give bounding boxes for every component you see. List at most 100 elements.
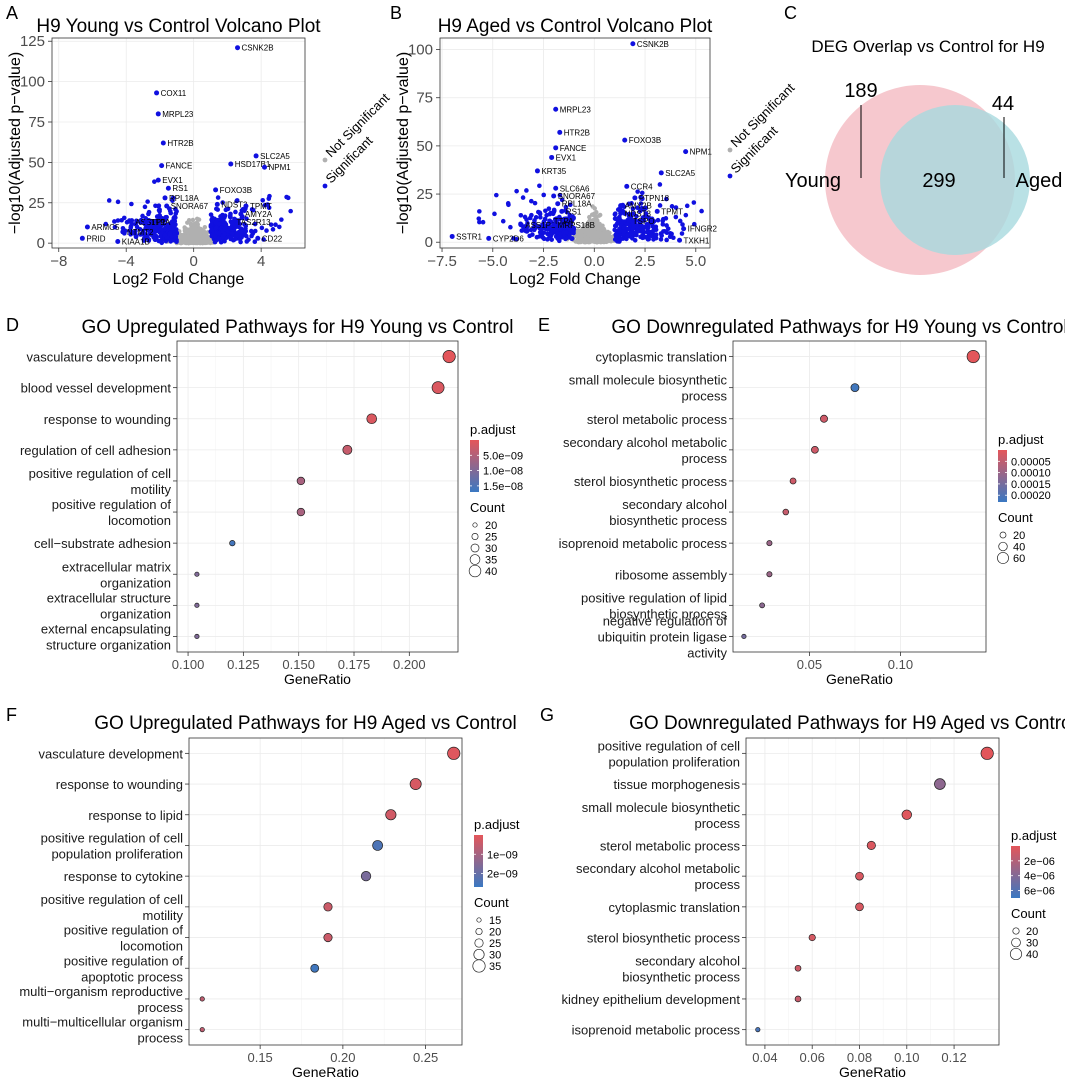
not-significant-point [601,239,607,245]
x-tick-label: −2.5 [529,253,559,270]
dot [296,476,306,486]
significant-point [655,217,661,223]
not-significant-point [596,213,602,218]
x-tick-label: 0.15 [247,1050,272,1065]
significant-point [664,237,669,243]
significant-point [155,224,160,229]
dot [855,871,864,881]
y-tick-label: 75 [416,90,433,107]
significant-point [115,218,121,223]
significant-point [238,227,244,233]
significant-point [677,218,683,224]
dots [755,746,994,1033]
significant-point [639,223,644,229]
significant-point [559,197,565,203]
venn-count-aged-only: 44 [992,93,1014,115]
x-tick-label: 0.25 [413,1050,438,1065]
significant-point [545,237,550,242]
significant-point [621,224,627,230]
x-tick-label: 0.12 [941,1050,966,1065]
x-tick-label: 2.5 [635,253,656,270]
color-legend-title: p.adjust [474,817,520,832]
significant-point [222,226,228,231]
significant-point [644,213,649,219]
significant-point [154,214,160,219]
not-significant-point [186,239,191,244]
dot [296,507,306,517]
venn-set-label: Young [785,170,841,192]
significant-point [683,212,689,218]
significant-point [492,211,497,217]
category-label: population proliferation [51,846,183,861]
chart-title: GO Upregulated Pathways for H9 Young vs … [82,317,514,338]
significant-point [638,201,644,206]
category-label: process [681,389,727,404]
gene-point [79,235,85,241]
x-tick-label: 0.04 [752,1050,777,1065]
gene-point [155,111,161,117]
category-label: sterol metabolic process [600,838,741,853]
significant-point [145,199,150,204]
gene-label: FOXO3B [220,186,252,195]
significant-point [522,224,528,229]
significant-point [288,208,293,214]
significant-point [216,221,222,226]
category-label: organization [100,575,171,590]
dot [360,871,372,882]
color-bar-label: 0.00005 [1011,456,1051,468]
significant-point [529,212,534,218]
dot [766,571,773,578]
plot-frame [439,37,711,249]
size-key [470,543,480,553]
size-key [998,541,1008,552]
not-significant-point [592,206,597,211]
gene-point [632,195,638,201]
significant-point [556,234,561,240]
size-label: 20 [1013,530,1025,542]
significant-point [539,233,545,239]
significant-point [641,207,646,212]
dot [310,963,320,973]
dot [372,840,383,851]
category-label: positive regulation of cell [41,892,183,907]
y-tick-label: 0 [37,235,45,252]
category-label: process [137,1031,183,1046]
significant-point [264,228,269,233]
significant-point [621,229,627,235]
gene-label: CYP2D6 [493,234,525,243]
significant-point [170,198,175,203]
color-legend: p.adjust 1e−09 2e−09 [474,817,520,887]
significant-point [169,226,174,232]
category-label: multi−multicellular organism [22,1015,183,1030]
gene-label: COX11 [161,89,187,98]
category-label: positive regulation of lipid [581,590,727,605]
category-label: secondary alcohol metabolic [576,861,741,876]
not-significant-point [197,239,202,244]
dot [385,809,397,821]
size-label: 35 [489,961,501,973]
significant-point [147,229,152,235]
dots [199,746,461,1033]
gene-point [557,129,563,135]
gene-label: ASS1P1 [135,218,166,227]
gene-point [120,229,126,235]
significant-point [133,233,139,239]
category-label: secondary alcohol metabolic [563,435,728,450]
gene-label: EVX1 [162,176,183,185]
category-label: cytoplasmic translation [596,350,728,365]
significant-point [553,219,559,224]
panel-letter: B [390,3,402,23]
significant-point [612,212,618,217]
significant-point [657,182,663,187]
size-label: 40 [1013,542,1025,554]
gene-point [213,187,219,193]
not-significant-point [593,214,598,219]
significant-point [213,225,219,231]
plot-frame [188,737,463,1046]
points-significant [103,179,293,246]
significant-point [541,230,547,235]
panel-letter: G [540,705,554,725]
x-tick-label: 0.0 [584,253,605,270]
size-key [475,927,483,936]
significant-point [233,209,238,215]
